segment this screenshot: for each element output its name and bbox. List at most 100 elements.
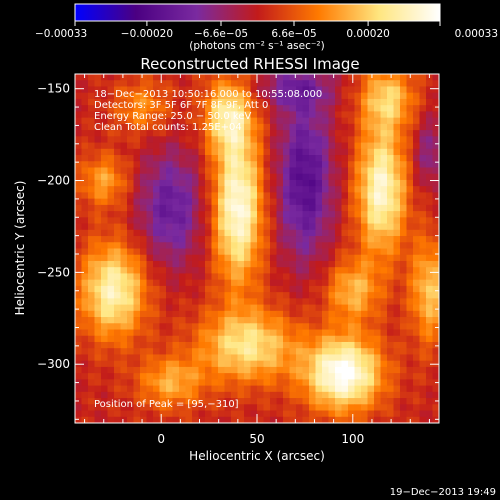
heatmap-cell xyxy=(354,192,362,200)
heatmap-cell xyxy=(153,285,160,293)
heatmap-cell xyxy=(387,254,394,262)
heatmap-cell xyxy=(328,148,336,156)
heatmap-cell xyxy=(283,136,290,143)
heatmap-cell xyxy=(367,80,375,87)
heatmap-cell xyxy=(211,98,219,106)
heatmap-cell xyxy=(166,192,173,200)
heatmap-cell xyxy=(276,298,284,305)
heatmap-cell xyxy=(81,329,89,337)
heatmap-cell xyxy=(146,360,154,368)
heatmap-cell xyxy=(419,186,427,193)
heatmap-cell xyxy=(81,105,89,112)
heatmap-cell xyxy=(380,92,388,100)
heatmap-cell xyxy=(88,317,95,324)
heatmap-cell xyxy=(335,273,342,281)
heatmap-cell xyxy=(231,74,238,81)
heatmap-cell xyxy=(101,366,108,374)
heatmap-cell xyxy=(140,179,147,187)
heatmap-cell xyxy=(393,80,401,87)
heatmap-cell xyxy=(354,329,362,337)
heatmap-cell xyxy=(276,198,284,206)
heatmap-cell xyxy=(276,341,284,349)
heatmap-cell xyxy=(140,248,147,256)
heatmap-cell xyxy=(179,217,186,224)
heatmap-cell xyxy=(159,379,167,387)
heatmap-cell xyxy=(283,341,290,349)
heatmap-cell xyxy=(172,223,180,231)
heatmap-cell xyxy=(75,285,82,293)
heatmap-cell xyxy=(367,385,375,393)
heatmap-cell xyxy=(309,117,316,125)
heatmap-cell xyxy=(361,229,368,237)
heatmap-cell xyxy=(127,317,134,324)
heatmap-cell xyxy=(263,92,271,100)
heatmap-cell xyxy=(380,161,388,168)
heatmap-cell xyxy=(270,161,277,168)
heatmap-cell xyxy=(361,329,368,337)
heatmap-cell xyxy=(283,211,290,218)
heatmap-cell xyxy=(432,373,440,380)
heatmap-cell xyxy=(218,379,225,387)
heatmap-cell xyxy=(211,373,219,380)
heatmap-cell xyxy=(432,267,440,274)
heatmap-cell xyxy=(133,130,141,137)
heatmap-cell xyxy=(374,260,381,268)
heatmap-cell xyxy=(302,348,310,355)
heatmap-cell xyxy=(263,348,271,355)
heatmap-cell xyxy=(198,317,206,324)
heatmap-cell xyxy=(114,204,121,212)
heatmap-cell xyxy=(367,229,375,237)
heatmap-cell xyxy=(120,217,128,224)
heatmap-cell xyxy=(244,410,251,418)
heatmap-cell xyxy=(400,335,407,343)
heatmap-cell xyxy=(328,204,336,212)
heatmap-cell xyxy=(107,155,115,162)
heatmap-cell xyxy=(81,398,89,405)
heatmap-cell xyxy=(322,323,329,330)
heatmap-cell xyxy=(192,366,199,374)
heatmap-cell xyxy=(419,236,427,243)
heatmap-cell xyxy=(140,285,147,293)
heatmap-cell xyxy=(380,323,388,330)
heatmap-cell xyxy=(192,317,199,324)
heatmap-cell xyxy=(348,341,355,349)
heatmap-cell xyxy=(263,260,271,268)
heatmap-cell xyxy=(81,130,89,137)
heatmap-cell xyxy=(218,292,225,299)
heatmap-cell xyxy=(120,385,128,393)
heatmap-cell xyxy=(400,398,407,405)
heatmap-cell xyxy=(231,254,238,262)
heatmap-cell xyxy=(432,192,440,200)
heatmap-cell xyxy=(374,373,381,380)
heatmap-cell xyxy=(140,98,147,106)
heatmap-cell xyxy=(94,105,102,112)
heatmap-cell xyxy=(159,323,167,330)
heatmap-cell xyxy=(361,279,368,287)
heatmap-cell xyxy=(94,98,102,106)
heatmap-cell xyxy=(315,142,323,150)
heatmap-cell xyxy=(75,223,82,231)
heatmap-cell xyxy=(166,292,173,299)
heatmap-cell xyxy=(75,317,82,324)
heatmap-cell xyxy=(387,391,394,399)
heatmap-cell xyxy=(335,105,342,112)
heatmap-cell xyxy=(140,304,147,312)
heatmap-cell xyxy=(133,236,141,243)
heatmap-cell xyxy=(192,186,199,193)
heatmap-cell xyxy=(309,317,316,324)
heatmap-cell xyxy=(322,223,329,231)
heatmap-cell xyxy=(231,179,238,187)
heatmap-cell xyxy=(387,410,394,418)
heatmap-cell xyxy=(263,117,271,125)
heatmap-cell xyxy=(432,211,440,218)
heatmap-cell xyxy=(211,248,219,256)
heatmap-cell xyxy=(166,248,173,256)
heatmap-cell xyxy=(250,229,258,237)
heatmap-cell xyxy=(367,236,375,243)
heatmap-cell xyxy=(211,117,219,125)
heatmap-cell xyxy=(380,236,388,243)
heatmap-cell xyxy=(153,366,160,374)
heatmap-cell xyxy=(270,117,277,125)
heatmap-cell xyxy=(237,366,245,374)
heatmap-cell xyxy=(94,74,102,81)
